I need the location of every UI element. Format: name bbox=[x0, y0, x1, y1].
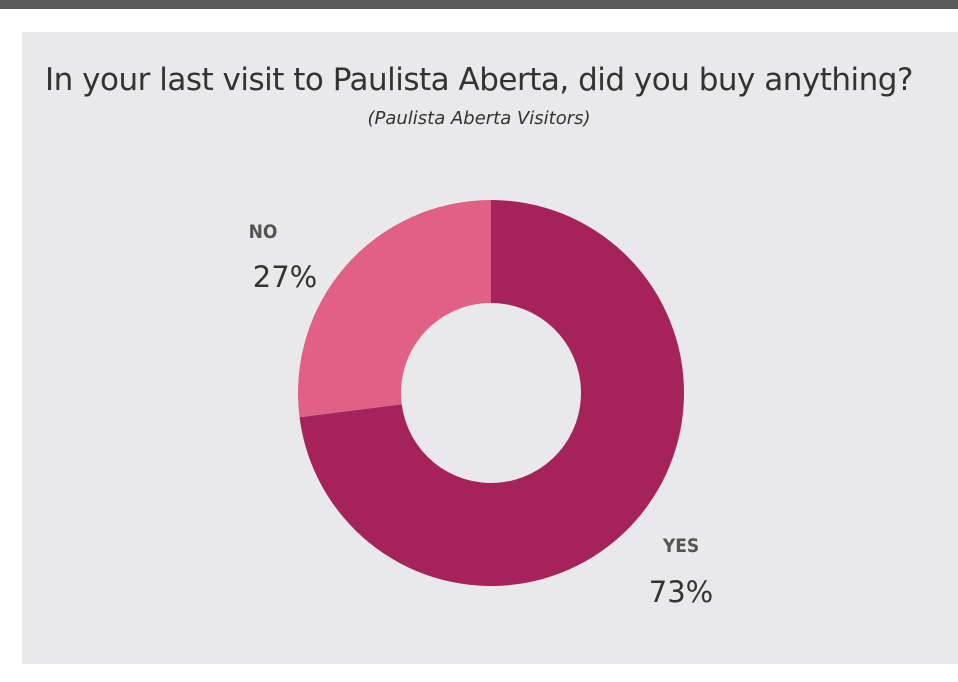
slice-value-yes: 73% bbox=[649, 575, 713, 609]
slice-labels: YES 73% NO 27% bbox=[249, 221, 714, 609]
slice-label-yes: YES bbox=[662, 535, 699, 557]
donut-slices bbox=[297, 200, 684, 586]
slice-value-no: 27% bbox=[253, 260, 317, 294]
chart-title: In your last visit to Paulista Aberta, d… bbox=[45, 62, 913, 98]
chart-subtitle: (Paulista Aberta Visitors) bbox=[367, 108, 591, 129]
donut-slice-yes bbox=[299, 200, 684, 586]
slice-label-no: NO bbox=[249, 221, 278, 243]
top-rule bbox=[0, 0, 958, 9]
donut-slice-no bbox=[297, 200, 491, 418]
